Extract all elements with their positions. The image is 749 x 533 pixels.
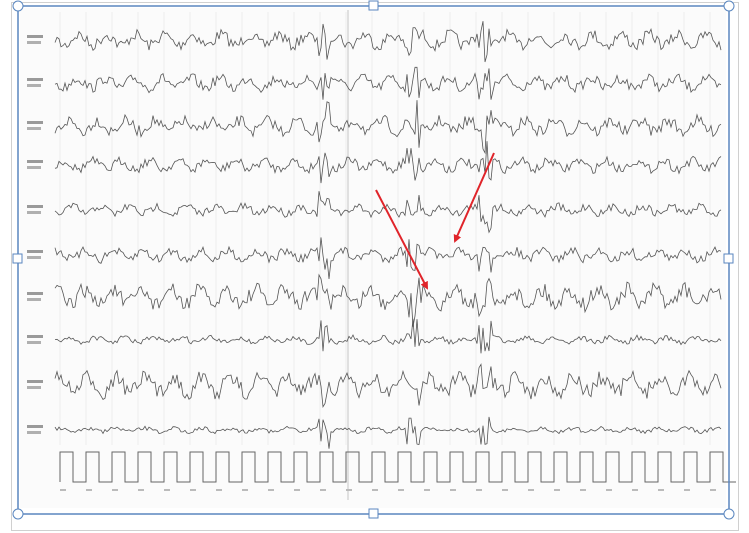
channel-label-smudge: [27, 335, 43, 338]
time-mark: [658, 489, 664, 491]
time-mark: [450, 489, 456, 491]
channel-label-smudge: [27, 386, 41, 389]
time-mark: [606, 489, 612, 491]
resize-handle[interactable]: [13, 509, 23, 519]
channel-label-smudge: [27, 298, 41, 301]
channel-label-smudge: [27, 205, 43, 208]
time-mark: [632, 489, 638, 491]
time-mark: [502, 489, 508, 491]
resize-handle[interactable]: [369, 509, 378, 518]
channel-label-smudge: [27, 250, 43, 253]
channel-label-smudge: [27, 341, 41, 344]
time-mark: [476, 489, 482, 491]
channel-label-smudge: [27, 121, 43, 124]
resize-handle[interactable]: [724, 254, 733, 263]
time-mark: [112, 489, 118, 491]
time-mark: [372, 489, 378, 491]
time-mark: [528, 489, 534, 491]
time-mark: [424, 489, 430, 491]
time-mark: [164, 489, 170, 491]
resize-handle[interactable]: [13, 1, 23, 11]
channel-label-smudge: [27, 78, 43, 81]
channel-label-smudge: [27, 292, 43, 295]
resize-handle[interactable]: [369, 1, 378, 10]
resize-handle[interactable]: [724, 509, 734, 519]
channel-label-smudge: [27, 211, 41, 214]
resize-handle[interactable]: [724, 1, 734, 11]
channel-label-smudge: [27, 160, 43, 163]
time-mark: [710, 489, 716, 491]
time-mark: [138, 489, 144, 491]
time-mark: [346, 489, 352, 491]
channel-label-smudge: [27, 41, 41, 44]
time-mark: [268, 489, 274, 491]
channel-label-smudge: [27, 166, 41, 169]
channel-label-smudge: [27, 431, 41, 434]
time-mark: [190, 489, 196, 491]
channel-label-smudge: [27, 380, 43, 383]
time-mark: [554, 489, 560, 491]
time-mark: [294, 489, 300, 491]
time-mark: [242, 489, 248, 491]
channel-label-smudge: [27, 425, 43, 428]
channel-label-smudge: [27, 256, 41, 259]
time-mark: [216, 489, 222, 491]
time-mark: [86, 489, 92, 491]
time-mark: [320, 489, 326, 491]
channel-label-smudge: [27, 84, 41, 87]
channel-label-smudge: [27, 35, 43, 38]
time-mark: [398, 489, 404, 491]
channel-label-smudge: [27, 127, 41, 130]
time-mark: [580, 489, 586, 491]
time-mark: [60, 489, 66, 491]
resize-handle[interactable]: [13, 254, 22, 263]
time-mark: [684, 489, 690, 491]
